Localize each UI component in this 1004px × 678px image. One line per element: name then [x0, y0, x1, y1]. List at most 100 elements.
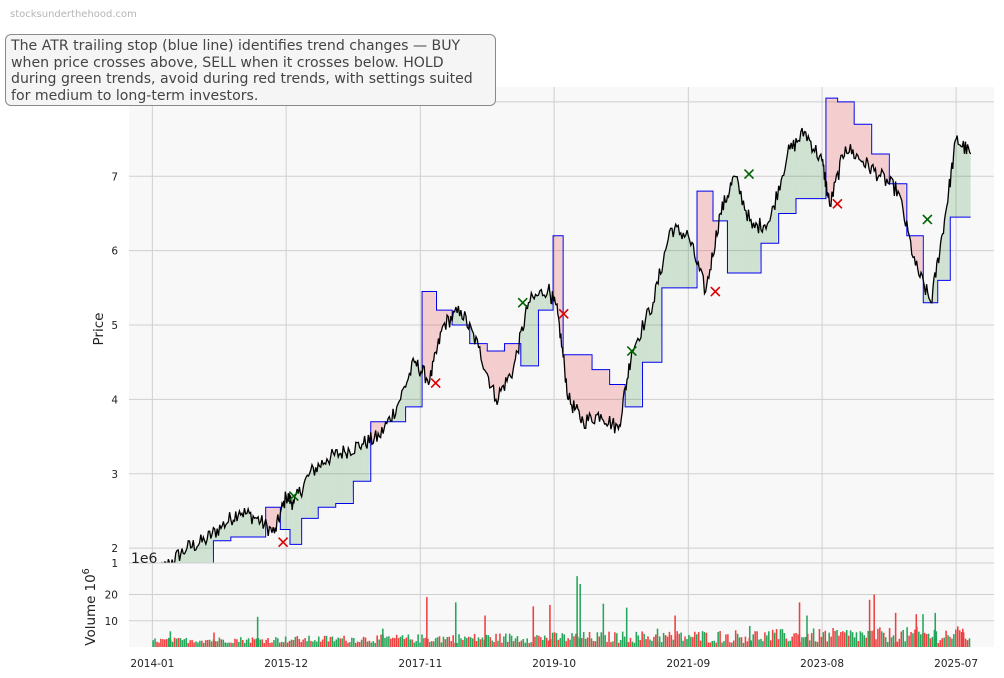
uptrend-fill: [654, 285, 656, 363]
volume-bar: [241, 640, 244, 647]
uptrend-fill: [792, 139, 794, 214]
downtrend-fill: [867, 124, 870, 170]
uptrend-fill: [959, 144, 961, 218]
volume-bar: [290, 639, 293, 647]
volume-bar: [840, 632, 842, 647]
volume-bar: [586, 637, 589, 647]
volume-bar: [902, 629, 905, 647]
downtrend-fill: [576, 354, 578, 410]
uptrend-fill: [314, 467, 316, 519]
uptrend-fill: [245, 513, 247, 537]
uptrend-fill: [952, 154, 954, 218]
volume-bar: [771, 629, 774, 647]
volume-bar: [464, 636, 466, 647]
volume-bar: [296, 636, 299, 647]
downtrend-fill: [846, 101, 848, 154]
uptrend-fill: [750, 219, 753, 273]
volume-bar: [592, 641, 595, 647]
volume-bar: [294, 636, 297, 647]
volume-bar: [238, 641, 240, 647]
volume-bar: [327, 641, 330, 647]
downtrend-fill: [575, 354, 577, 409]
volume-bar: [259, 639, 262, 647]
uptrend-fill: [773, 205, 775, 244]
volume-bar: [228, 642, 230, 647]
volume-bar: [619, 640, 622, 647]
uptrend-fill: [316, 463, 319, 519]
volume-bar: [460, 638, 462, 647]
volume-bar: [543, 635, 546, 647]
volume-bar: [693, 631, 696, 647]
volume-bar: [417, 634, 419, 647]
uptrend-fill: [684, 235, 686, 288]
uptrend-fill: [651, 302, 654, 363]
uptrend-fill: [240, 513, 242, 537]
uptrend-fill: [969, 152, 971, 218]
volume-bar: [415, 641, 417, 647]
downtrend-fill: [829, 98, 830, 206]
uptrend-fill: [629, 360, 631, 407]
volume-bar: [935, 631, 938, 647]
downtrend-fill: [560, 235, 561, 339]
x-tick-label: 2014-01: [130, 658, 174, 670]
uptrend-fill: [320, 460, 322, 508]
volume-bar: [760, 638, 762, 647]
uptrend-fill: [369, 421, 371, 482]
uptrend-fill: [309, 470, 311, 519]
uptrend-fill: [937, 257, 939, 281]
uptrend-fill: [334, 449, 336, 508]
uptrend-fill: [296, 488, 298, 545]
downtrend-fill: [494, 351, 496, 401]
uptrend-fill: [941, 233, 943, 281]
uptrend-fill: [640, 320, 643, 407]
volume-bar: [738, 637, 741, 647]
downtrend-fill: [877, 153, 880, 178]
downtrend-fill: [851, 101, 853, 155]
uptrend-fill: [767, 221, 769, 244]
volume-bar: [300, 641, 302, 647]
volume-bar: [719, 631, 721, 647]
downtrend-fill: [827, 98, 829, 198]
volume-bar: [951, 638, 953, 647]
uptrend-fill: [363, 435, 365, 482]
downtrend-fill: [593, 369, 595, 424]
uptrend-fill: [786, 153, 788, 214]
volume-bar: [218, 637, 221, 647]
uptrend-fill: [803, 131, 805, 199]
volume-bar: [614, 632, 616, 647]
uptrend-fill: [286, 501, 288, 530]
volume-bar: [189, 640, 191, 647]
volume-bar: [553, 632, 556, 647]
downtrend-fill: [886, 153, 889, 184]
volume-bar: [580, 637, 583, 647]
downtrend-fill: [568, 354, 570, 400]
volume-bar: [649, 639, 651, 647]
volume-bar: [953, 634, 955, 647]
price-y-ticks: 2345678: [111, 97, 118, 555]
downtrend-fill: [850, 101, 852, 155]
uptrend-fill: [670, 228, 672, 288]
uptrend-fill: [798, 140, 800, 199]
uptrend-fill: [948, 178, 950, 281]
downtrend-fill: [915, 235, 917, 266]
uptrend-fill: [957, 135, 959, 218]
uptrend-fill: [634, 341, 637, 407]
uptrend-fill: [946, 205, 947, 281]
volume-bar: [919, 634, 922, 647]
volume-bar: [863, 635, 866, 647]
volume-bar: [419, 642, 421, 647]
volume-bar: [803, 637, 805, 647]
uptrend-fill: [220, 525, 223, 541]
volume-bar: [629, 637, 632, 647]
downtrend-fill: [437, 310, 439, 347]
downtrend-fill: [574, 354, 576, 410]
downtrend-fill: [586, 354, 589, 421]
volume-bar: [686, 639, 688, 647]
uptrend-fill: [352, 453, 354, 504]
downtrend-fill: [849, 101, 851, 153]
volume-bar: [658, 636, 661, 647]
downtrend-fill: [499, 351, 501, 391]
downtrend-fill: [836, 98, 838, 175]
downtrend-fill: [443, 310, 445, 325]
